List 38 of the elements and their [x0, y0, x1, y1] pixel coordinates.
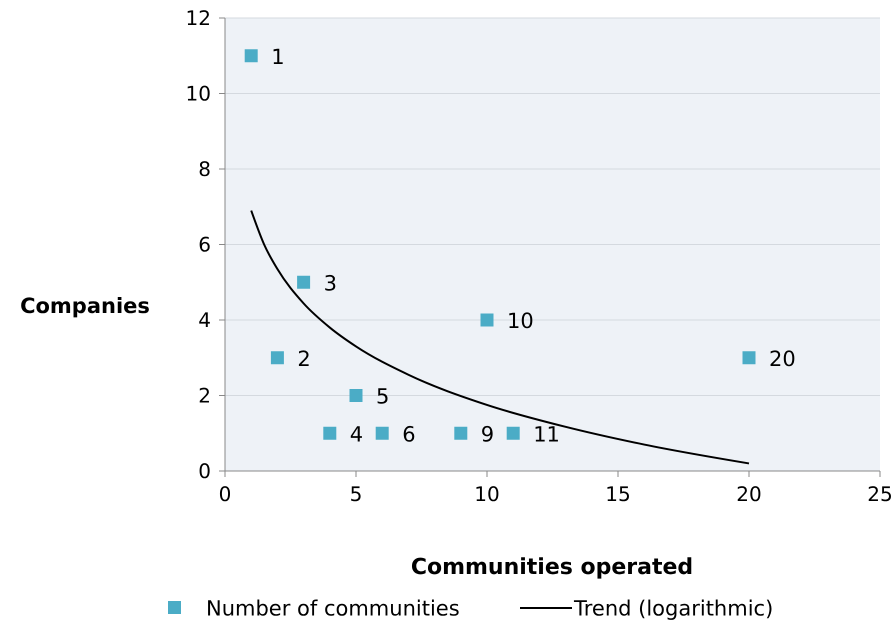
point — [454, 426, 468, 440]
x-tick-label: 0 — [218, 482, 232, 506]
y-tick-label: 4 — [198, 308, 211, 332]
point — [480, 314, 494, 326]
legend-label: Number of communities — [206, 596, 460, 620]
annotation: 11 — [533, 422, 560, 446]
x-tick-label: 25 — [867, 482, 893, 506]
y-tick-label: 12 — [186, 6, 211, 30]
point — [244, 49, 258, 62]
y-tick-label: 0 — [198, 459, 211, 483]
annotation: 3 — [324, 271, 337, 296]
annotation: 9 — [480, 422, 494, 446]
x-tick-label: 5 — [350, 482, 362, 506]
annotation: 1 — [271, 44, 285, 69]
annotation: 20 — [769, 346, 796, 371]
point — [297, 276, 310, 289]
y-axis-title: Companies — [20, 294, 150, 318]
y-tick-label: 8 — [198, 157, 211, 181]
annotation: 10 — [507, 309, 534, 333]
point — [742, 351, 756, 364]
y-tick-label: 10 — [186, 82, 211, 106]
x-tick-label: 10 — [474, 482, 500, 506]
y-tick-label: 2 — [198, 384, 211, 408]
point — [323, 426, 336, 440]
annotation: 4 — [350, 422, 364, 446]
x-tick-label: 15 — [605, 482, 631, 506]
legend-label: Trend (logarithmic) — [573, 596, 774, 620]
annotation: 2 — [297, 346, 311, 371]
x-axis-title: Communities operated — [410, 555, 694, 580]
point — [270, 351, 284, 364]
y-tick-label: 6 — [198, 232, 211, 256]
point — [376, 426, 389, 440]
point — [506, 426, 520, 440]
annotation: 6 — [402, 422, 416, 446]
line-series — [250, 210, 750, 464]
point — [350, 389, 362, 402]
annotation: 5 — [376, 384, 390, 408]
x-tick-label: 20 — [736, 482, 762, 506]
